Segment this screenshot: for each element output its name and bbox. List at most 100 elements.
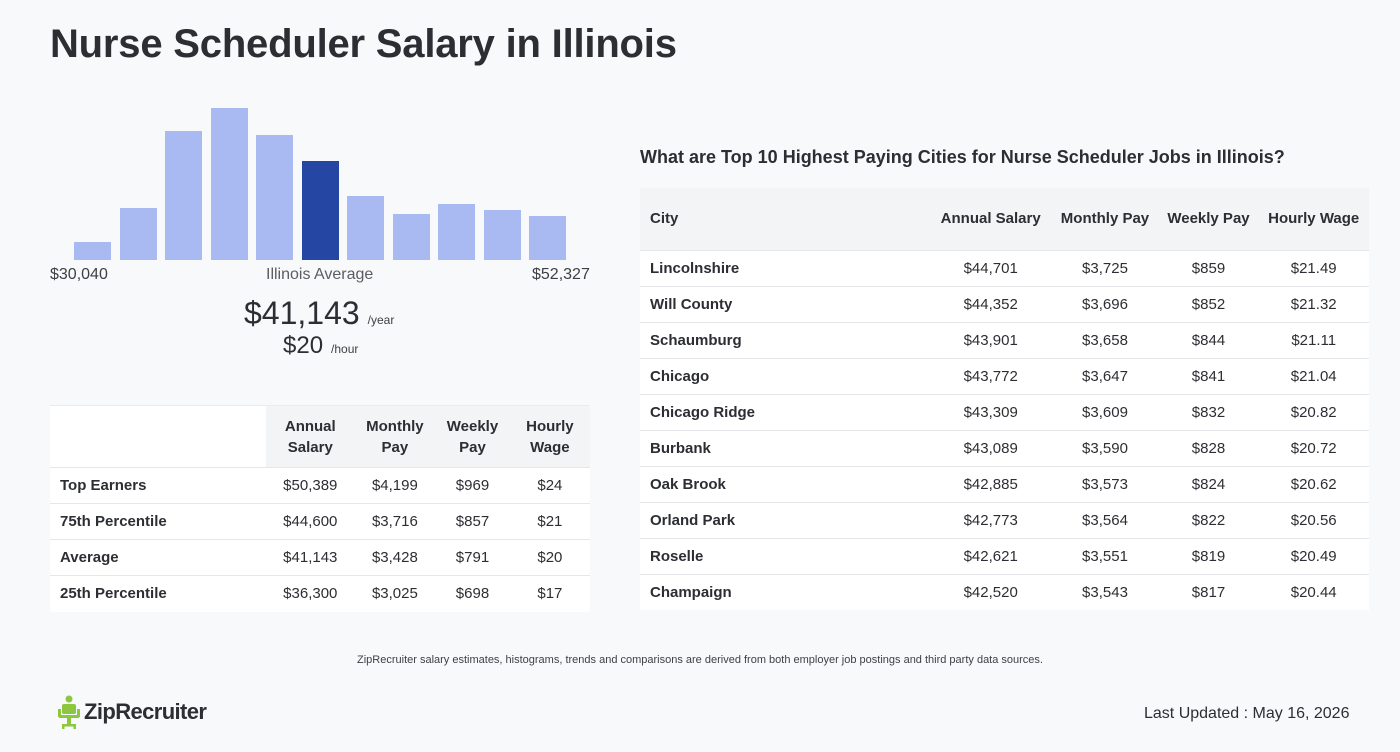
weekly-pay-cell: $828 — [1158, 429, 1259, 466]
header-weekly: Weekly Pay — [1158, 188, 1259, 250]
yearly-amount: $41,143 — [244, 295, 360, 331]
city-name-cell: Schaumburg — [640, 321, 930, 358]
city-row: Schaumburg $43,901 $3,658 $844 $21.11 — [640, 321, 1369, 358]
weekly-pay-cell: $822 — [1158, 501, 1259, 538]
cities-table: City Annual Salary Monthly Pay Weekly Pa… — [640, 188, 1369, 610]
annual-salary-cell: $44,701 — [930, 249, 1052, 286]
annual-salary-cell: $41,143 — [266, 539, 355, 576]
weekly-pay-cell: $852 — [1158, 285, 1259, 322]
histogram-bar — [392, 214, 430, 260]
hourly-wage-cell: $20.72 — [1258, 429, 1369, 466]
annual-salary-cell: $43,772 — [930, 357, 1052, 394]
monthly-pay-cell: $3,696 — [1051, 285, 1159, 322]
weekly-pay-cell: $857 — [435, 503, 510, 540]
city-name-cell: Lincolnshire — [640, 249, 930, 286]
histogram-bar-average — [301, 161, 339, 260]
monthly-pay-cell: $3,573 — [1051, 465, 1159, 502]
disclaimer: ZipRecruiter salary estimates, histogram… — [357, 654, 1043, 666]
header-blank — [50, 405, 266, 468]
weekly-pay-cell: $817 — [1158, 573, 1259, 610]
annual-salary-cell: $42,520 — [930, 573, 1052, 610]
yearly-unit: /year — [367, 313, 395, 327]
city-row: Chicago Ridge $43,309 $3,609 $832 $20.82 — [640, 393, 1369, 430]
histogram-bar — [529, 216, 566, 260]
row-label: 25th Percentile — [50, 575, 266, 612]
hourly-amount: $20 — [283, 332, 324, 359]
hourly-wage-cell: $20.56 — [1258, 501, 1369, 538]
header-city: City — [640, 188, 930, 250]
cities-heading: What are Top 10 Highest Paying Cities fo… — [640, 147, 1285, 167]
annual-salary-cell: $43,089 — [930, 429, 1052, 466]
percentile-row: Average $41,143 $3,428 $791 $20 — [50, 539, 590, 576]
monthly-pay-cell: $3,590 — [1051, 429, 1159, 466]
monthly-pay-cell: $3,025 — [354, 575, 436, 612]
city-row: Oak Brook $42,885 $3,573 $824 $20.62 — [640, 465, 1369, 502]
histogram-range-min: $30,040 — [50, 266, 108, 283]
city-row: Chicago $43,772 $3,647 $841 $21.04 — [640, 357, 1369, 394]
header-monthly: Monthly Pay — [354, 405, 436, 468]
weekly-pay-cell: $832 — [1158, 393, 1259, 430]
monthly-pay-cell: $3,658 — [1051, 321, 1159, 358]
monthly-pay-cell: $4,199 — [354, 467, 436, 504]
hourly-wage-cell: $20 — [509, 539, 590, 576]
percentile-row: 25th Percentile $36,300 $3,025 $698 $17 — [50, 575, 590, 612]
weekly-pay-cell: $969 — [435, 467, 510, 504]
last-updated: Last Updated : May 16, 2026 — [1144, 705, 1350, 722]
monthly-pay-cell: $3,428 — [354, 539, 436, 576]
weekly-pay-cell: $859 — [1158, 249, 1259, 286]
histogram-bar — [347, 196, 384, 260]
row-label: Average — [50, 539, 266, 576]
header-annual: Annual Salary — [266, 405, 355, 468]
header-monthly: Monthly Pay — [1051, 188, 1159, 250]
hourly-wage-cell: $20.44 — [1258, 573, 1369, 610]
page-title: Nurse Scheduler Salary in Illinois — [50, 22, 677, 66]
annual-salary-cell: $50,389 — [266, 467, 355, 504]
city-row: Champaign $42,520 $3,543 $817 $20.44 — [640, 573, 1369, 610]
monthly-pay-cell: $3,609 — [1051, 393, 1159, 430]
monthly-pay-cell: $3,716 — [354, 503, 436, 540]
hourly-wage-cell: $20.62 — [1258, 465, 1369, 502]
annual-salary-cell: $42,885 — [930, 465, 1052, 502]
monthly-pay-cell: $3,725 — [1051, 249, 1159, 286]
hourly-wage-cell: $20.82 — [1258, 393, 1369, 430]
city-name-cell: Will County — [640, 285, 930, 322]
monthly-pay-cell: $3,564 — [1051, 501, 1159, 538]
header-hourly: Hourly Wage — [509, 405, 590, 468]
logo-text: ZipRecruiter — [84, 699, 207, 724]
hourly-wage-cell: $20.49 — [1258, 537, 1369, 574]
city-name-cell: Burbank — [640, 429, 930, 466]
percentile-table: Annual Salary Monthly Pay Weekly Pay Hou… — [50, 405, 590, 612]
salary-histogram — [50, 100, 590, 260]
city-name-cell: Roselle — [640, 537, 930, 574]
histogram-bar — [483, 210, 521, 260]
city-row: Orland Park $42,773 $3,564 $822 $20.56 — [640, 501, 1369, 538]
histogram-range-max: $52,327 — [532, 266, 590, 283]
city-name-cell: Chicago Ridge — [640, 393, 930, 430]
percentile-row: Top Earners $50,389 $4,199 $969 $24 — [50, 467, 590, 504]
annual-salary-cell: $42,773 — [930, 501, 1052, 538]
chair-person-icon — [58, 695, 80, 729]
row-label: Top Earners — [50, 467, 266, 504]
annual-salary-cell: $42,621 — [930, 537, 1052, 574]
annual-salary-cell: $36,300 — [266, 575, 355, 612]
hourly-wage-cell: $21 — [509, 503, 590, 540]
annual-salary-cell: $43,309 — [930, 393, 1052, 430]
hourly-unit: /hour — [331, 342, 359, 356]
city-name-cell: Orland Park — [640, 501, 930, 538]
ziprecruiter-logo[interactable]: ZipRecruiter — [58, 695, 207, 729]
monthly-pay-cell: $3,647 — [1051, 357, 1159, 394]
header-hourly: Hourly Wage — [1258, 188, 1369, 250]
histogram-bar — [119, 208, 157, 260]
hourly-wage-cell: $21.49 — [1258, 249, 1369, 286]
weekly-pay-cell: $698 — [435, 575, 510, 612]
header-annual: Annual Salary — [930, 188, 1052, 250]
histogram-average-label: Illinois Average — [266, 266, 374, 283]
weekly-pay-cell: $824 — [1158, 465, 1259, 502]
city-row: Burbank $43,089 $3,590 $828 $20.72 — [640, 429, 1369, 466]
weekly-pay-cell: $791 — [435, 539, 510, 576]
histogram-bar — [438, 204, 475, 260]
cities-table-header: City Annual Salary Monthly Pay Weekly Pa… — [640, 188, 1369, 250]
row-label: 75th Percentile — [50, 503, 266, 540]
histogram-bar — [210, 108, 248, 260]
header-weekly: Weekly Pay — [435, 405, 510, 468]
